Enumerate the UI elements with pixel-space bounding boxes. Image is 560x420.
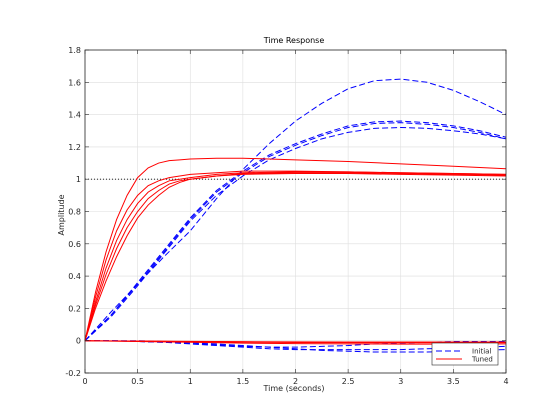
y-tick-label: -0.2 <box>65 369 81 378</box>
y-tick-label: 0.6 <box>68 240 81 249</box>
x-tick-label: 0.5 <box>131 377 144 386</box>
legend-initial-label: Initial <box>472 348 491 356</box>
y-tick-label: 1.4 <box>68 111 81 120</box>
tuned-response-line-9 <box>84 171 507 341</box>
x-axis-ticks: 0 0.5 1 1.5 2 2.5 3 3.5 4 <box>82 50 509 386</box>
y-axis-ticks: -0.2 0 0.2 0.4 0.6 0.8 1 1.2 1.4 1.6 1.8 <box>65 46 506 378</box>
legend-tuned-label: Tuned <box>471 356 493 364</box>
x-tick-label: 3.5 <box>447 377 460 386</box>
tuned-response-line-10 <box>84 172 507 341</box>
y-tick-label: 0 <box>76 337 81 346</box>
initial-response-line-1 <box>84 120 507 342</box>
x-tick-label: 4 <box>503 377 508 386</box>
legend: Initial Tuned <box>431 342 499 366</box>
y-tick-label: 1.2 <box>68 143 81 152</box>
y-tick-label: 0.2 <box>68 304 81 313</box>
x-tick-label: 3 <box>398 377 403 386</box>
x-tick-label: 0 <box>82 377 87 386</box>
x-tick-label: 2.5 <box>342 377 355 386</box>
x-tick-label: 1 <box>188 377 193 386</box>
chart-title: Time Response <box>263 36 325 45</box>
tuned-response-line-11 <box>84 173 507 341</box>
x-axis-label: Time (seconds) <box>262 384 324 393</box>
initial-response-line-0 <box>84 78 507 342</box>
tuned-response-line-7 <box>84 157 507 341</box>
y-tick-label: 1.8 <box>68 46 81 55</box>
tuned-response-line-14 <box>84 340 506 343</box>
initial-response-line-2 <box>84 122 507 342</box>
y-tick-label: 0.4 <box>68 272 81 281</box>
initial-response-line-3 <box>84 127 507 342</box>
y-tick-label: 0.8 <box>68 208 81 217</box>
y-tick-label: 1.6 <box>68 78 81 87</box>
grid-lines <box>84 49 507 374</box>
x-tick-label: 1.5 <box>237 377 250 386</box>
y-axis-label: Amplitude <box>57 194 66 235</box>
x-tick-label: 2 <box>293 377 298 386</box>
y-tick-label: 1 <box>76 175 81 184</box>
